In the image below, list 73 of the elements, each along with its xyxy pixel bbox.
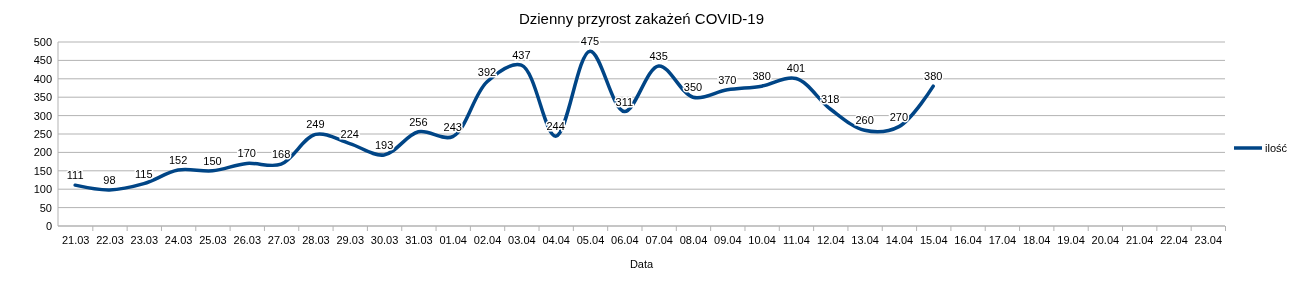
x-tick-label: 21.03 [61,233,90,246]
y-tick-label: 350 [33,91,52,104]
data-label: 437 [512,49,531,62]
data-label: 350 [683,81,703,94]
data-label: 311 [615,95,634,108]
x-tick-label: 22.03 [96,233,124,246]
x-tick-label: 17.04 [988,233,1017,246]
data-label: 249 [306,118,325,131]
x-tick-label: 01.04 [439,233,467,246]
x-tick-label: 23.03 [130,233,159,246]
legend-label: ilość [1265,142,1288,154]
x-tick-label: 23.04 [1194,233,1223,246]
x-tick-label: 22.04 [1160,233,1188,246]
data-label: 380 [752,70,771,83]
x-tick-label: 03.04 [508,233,536,246]
data-label: 318 [821,92,840,105]
data-label: 270 [889,110,909,123]
data-label: 435 [649,49,668,62]
y-tick-label: 150 [33,164,52,177]
x-tick-label: 04.04 [542,233,570,246]
data-label: 111 [66,169,84,182]
data-label: 98 [103,173,116,186]
data-label: 370 [718,73,737,86]
data-label: 475 [580,35,600,48]
x-tick-label: 11.04 [783,233,810,246]
data-label: 150 [203,154,222,167]
x-tick-label: 19.04 [1057,233,1085,246]
data-label: 260 [855,114,874,127]
x-tick-label: 09.04 [714,233,742,246]
x-tick-label: 15.04 [919,233,948,246]
data-label: 170 [237,147,256,160]
x-tick-label: 16.04 [954,233,982,246]
x-tick-label: 07.04 [645,233,673,246]
y-tick-label: 400 [33,72,52,85]
data-label: 256 [409,115,428,128]
y-tick-label: 0 [45,220,52,233]
x-tick-label: 18.04 [1022,233,1051,246]
x-tick-label: 13.04 [851,233,879,246]
y-tick-label: 250 [33,128,52,141]
data-label: 168 [271,148,291,161]
x-tick-label: 25.03 [199,233,227,246]
data-label: 224 [340,127,359,140]
data-label: 401 [786,62,806,75]
x-tick-label: 29.03 [336,233,365,246]
x-tick-label: 08.04 [679,233,708,246]
y-tick-label: 500 [33,36,52,49]
x-tick-label: 14.04 [885,233,914,246]
data-label: 392 [477,65,497,78]
y-tick-label: 50 [39,201,52,214]
x-tick-label: 21.04 [1125,233,1154,246]
x-tick-label: 28.03 [302,233,330,246]
x-tick-label: 10.04 [748,233,776,246]
x-tick-label: 26.03 [233,233,262,246]
y-tick-label: 300 [33,109,52,122]
x-tick-label: 02.04 [473,233,502,246]
data-label: 380 [924,70,943,83]
x-tick-label: 06.04 [611,233,639,246]
x-tick-label: 05.04 [576,233,605,246]
data-label: 243 [443,120,462,133]
y-tick-label: 100 [33,183,52,196]
data-label: 152 [168,154,188,167]
x-tick-label: 31.03 [405,233,433,246]
y-tick-label: 200 [33,146,52,159]
x-tick-label: 20.04 [1091,233,1120,246]
data-label: 115 [135,167,153,180]
x-tick-label: 30.03 [370,233,399,246]
chart-title: Dzienny przyrost zakażeń COVID-19 [518,10,765,27]
x-tick-label: 12.04 [817,233,845,246]
y-tick-label: 450 [33,54,52,67]
x-axis-title: Data [629,258,654,270]
x-tick-label: 27.03 [267,233,296,246]
data-label: 193 [374,138,394,151]
x-tick-label: 24.03 [164,233,193,246]
